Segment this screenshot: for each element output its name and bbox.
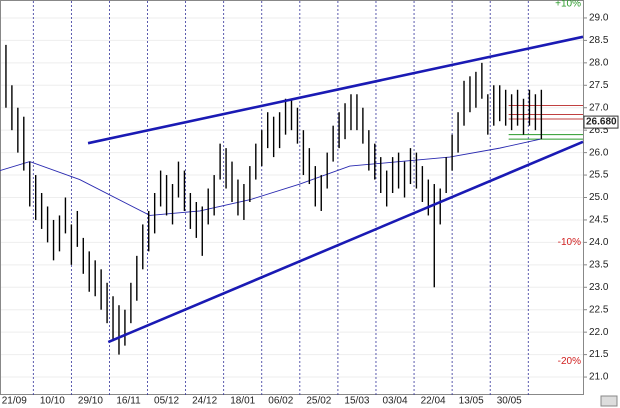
- last-price-box: [583, 115, 619, 129]
- pct-annotation: -20%: [558, 356, 581, 367]
- x-tick-label: 25/02: [306, 396, 331, 407]
- x-tick-label: 05/12: [154, 396, 179, 407]
- y-tick-label: 21.0: [589, 372, 609, 383]
- y-tick-label: 22.0: [589, 327, 609, 338]
- y-tick-label: 26.5: [589, 125, 609, 136]
- y-tick-label: 23.5: [589, 259, 609, 270]
- y-tick-label: 22.5: [589, 304, 609, 315]
- x-tick-label: 18/01: [230, 396, 255, 407]
- trendline: [87, 35, 584, 145]
- pct-annotation: +10%: [555, 0, 581, 10]
- y-tick-label: 25.5: [589, 170, 609, 181]
- y-tick-label: 23.0: [589, 282, 609, 293]
- trendline: [107, 140, 584, 344]
- y-tick-label: 28.5: [589, 35, 609, 46]
- corner-icon[interactable]: [600, 395, 618, 407]
- y-tick-label: 27.5: [589, 80, 609, 91]
- y-tick-label: 28.0: [589, 57, 609, 68]
- y-tick-label: 24.5: [589, 215, 609, 226]
- x-tick-label: 06/02: [268, 396, 293, 407]
- moving-average: [0, 138, 541, 216]
- x-tick-label: 10/10: [40, 396, 65, 407]
- y-tick-label: 24.0: [589, 237, 609, 248]
- x-tick-label: 13/05: [459, 396, 484, 407]
- x-tick-label: 29/10: [78, 396, 103, 407]
- y-tick-label: 25.0: [589, 192, 609, 203]
- x-tick-label: 21/09: [2, 396, 27, 407]
- y-tick-label: 27.0: [589, 102, 609, 113]
- y-tick-label: 26.0: [589, 147, 609, 158]
- y-tick-label: 21.5: [589, 349, 609, 360]
- x-tick-label: 16/11: [116, 396, 141, 407]
- x-tick-label: 24/12: [192, 396, 217, 407]
- x-tick-label: 15/03: [344, 396, 369, 407]
- x-tick-label: 03/04: [382, 396, 407, 407]
- x-tick-label: 30/05: [497, 396, 522, 407]
- y-tick-label: 29.0: [589, 13, 609, 24]
- x-tick-label: 22/04: [421, 396, 446, 407]
- last-price-label: 26.680: [586, 117, 617, 128]
- pct-annotation: -10%: [558, 237, 581, 248]
